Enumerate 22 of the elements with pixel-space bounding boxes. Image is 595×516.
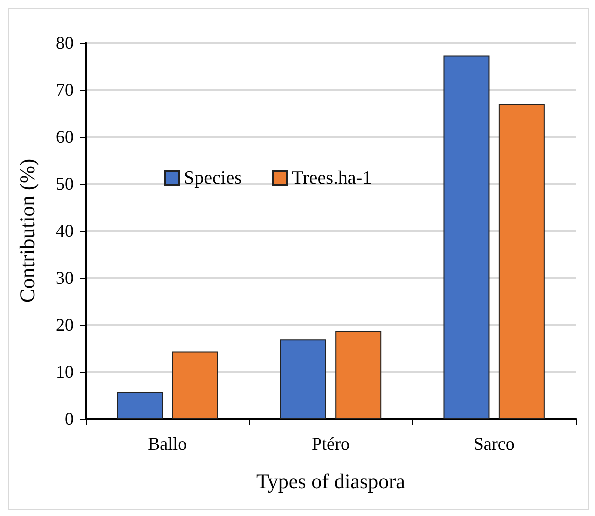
x-tick-label: Sarco [474,434,515,454]
bar [117,392,164,419]
y-tick-label: 70 [56,80,74,100]
y-tick-label: 80 [56,33,74,53]
y-tick-label: 10 [56,362,74,382]
bar [336,331,382,419]
y-axis-title: Contribution (%) [16,158,40,304]
bar [498,104,545,419]
y-tick-label: 30 [56,268,74,288]
y-tick-label: 60 [56,127,74,147]
bar [280,340,326,419]
bar [444,56,490,419]
y-tick-label: 0 [65,409,74,429]
y-tick-label: 20 [56,315,74,335]
y-tick-label: 50 [56,174,74,194]
y-tick-label: 40 [56,221,74,241]
bar [172,352,218,419]
x-tick-label: Ptéro [312,434,350,454]
legend-label: Trees.ha-1 [292,168,372,189]
legend-label: Species [184,168,242,189]
x-axis-title: Types of diaspora [256,470,406,494]
x-tick-label: Ballo [148,434,188,454]
